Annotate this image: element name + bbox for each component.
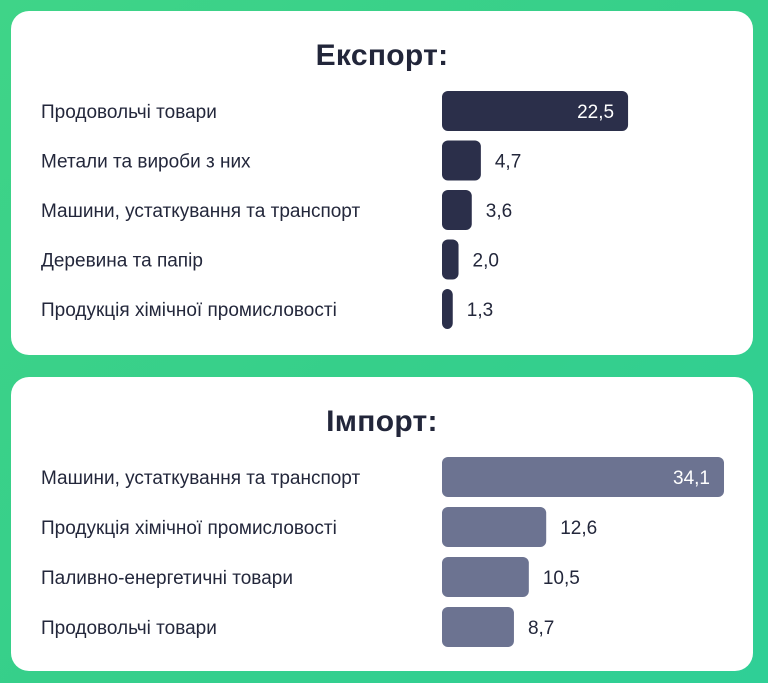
export-bar <box>442 140 481 181</box>
export-category-label: Продукція хімічної промисловості <box>41 300 337 321</box>
import-value-label: 34,1 <box>673 468 710 489</box>
import-chart: Машини, устаткування та транспорт 34,1 Про… <box>41 457 725 647</box>
import-card: Імпорт: Машини, устаткування та транспор… <box>11 377 753 671</box>
import-value-label: 8,7 <box>528 618 554 639</box>
export-chart: Продовольчі товари 22,5 Метали та вироби з… <box>41 91 629 329</box>
import-category-label: Продовольчі товари <box>41 618 217 639</box>
export-bar <box>442 190 472 230</box>
import-value-label: 10,5 <box>543 568 580 589</box>
import-bar <box>442 557 529 597</box>
export-category-label: Метали та вироби з них <box>41 152 251 173</box>
export-title: Експорт: <box>315 39 449 72</box>
import-bar <box>442 507 547 547</box>
export-category-label: Машини, устаткування та транспорт <box>41 201 360 222</box>
import-bar <box>442 607 514 647</box>
import-title: Імпорт: <box>326 405 438 438</box>
import-value-label: 12,6 <box>560 518 597 539</box>
import-category-label: Паливно-енергетичні товари <box>41 568 293 589</box>
export-category-label: Деревина та папір <box>41 251 203 272</box>
export-card: Експорт: Продовольчі товари 22,5 Метали та… <box>11 11 753 355</box>
export-value-label: 2,0 <box>473 251 499 272</box>
import-category-label: Машини, устаткування та транспорт <box>41 468 360 489</box>
export-value-label: 22,5 <box>577 102 614 123</box>
export-bar <box>442 91 629 131</box>
export-value-label: 1,3 <box>467 300 493 321</box>
export-value-label: 3,6 <box>486 201 512 222</box>
export-category-label: Продовольчі товари <box>41 102 217 123</box>
export-bar <box>442 239 459 280</box>
export-bar <box>442 289 453 329</box>
import-bar <box>442 457 725 497</box>
import-category-label: Продукція хімічної промисловості <box>41 518 337 539</box>
export-value-label: 4,7 <box>495 152 521 173</box>
